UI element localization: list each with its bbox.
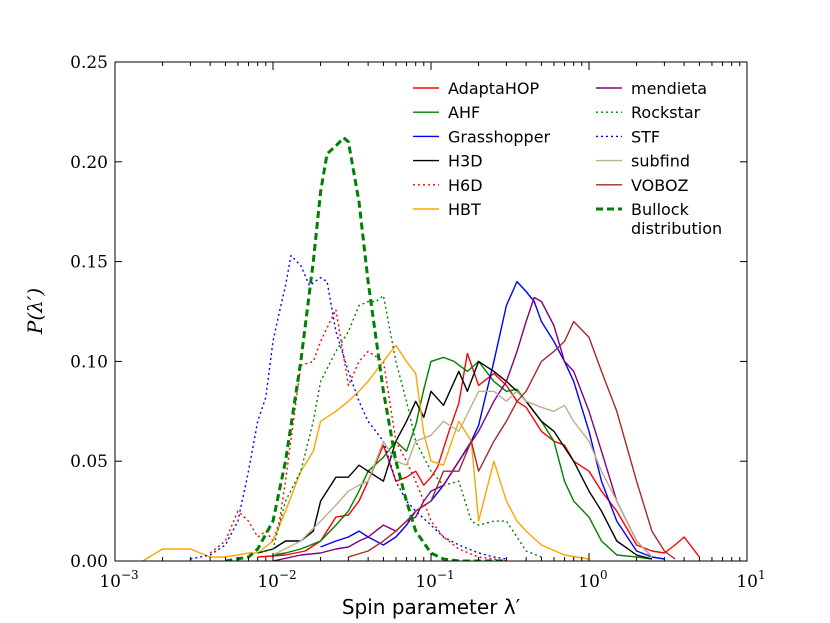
legend-label: HBT — [448, 200, 481, 219]
series-line-bullock-distribution — [225, 136, 507, 561]
y-tick-label-1: 0.05 — [70, 452, 108, 472]
series-line-voboz — [348, 320, 676, 560]
series-line-h6d — [209, 308, 507, 561]
y-tick-label-5: 0.25 — [70, 53, 108, 73]
legend-label: STF — [631, 127, 660, 146]
legend: AdaptaHOP AHF Grasshopper H3D H6D HBT mendieta… — [413, 79, 722, 238]
series-layer — [142, 136, 700, 561]
x-axis-title: Spin parameter λ′ — [342, 595, 521, 619]
legend-label: Bullock — [631, 200, 690, 219]
legend-label: Rockstar — [631, 103, 701, 122]
legend-label: mendieta — [631, 79, 707, 98]
legend-label: Grasshopper — [448, 127, 551, 146]
series-line-grasshopper — [320, 280, 665, 560]
series-line-rockstar — [257, 294, 542, 558]
legend-label: AHF — [448, 103, 480, 122]
x-tick-label-0: 10−3 — [99, 568, 138, 592]
legend-label: H6D — [448, 176, 483, 195]
y-tick-label-3: 0.15 — [70, 253, 108, 273]
series-line-stf — [190, 254, 507, 560]
series-line-hbt — [142, 344, 590, 561]
y-tick-label-2: 0.10 — [70, 352, 108, 372]
series-line-mendieta — [272, 296, 653, 561]
series-line-ahf — [272, 356, 652, 560]
legend-label: AdaptaHOP — [448, 79, 539, 98]
y-tick-label-4: 0.20 — [70, 153, 108, 173]
x-tick-label-2: 10−1 — [415, 568, 454, 592]
series-line-subfind — [272, 390, 653, 558]
legend-label: H3D — [448, 152, 483, 171]
series-line-h3d — [257, 360, 653, 560]
y-axis-title: P(λ′) — [23, 288, 47, 335]
x-tick-label-3: 100 — [578, 568, 607, 592]
x-tick-label-1: 10−2 — [257, 568, 296, 592]
legend-label: distribution — [631, 219, 722, 238]
legend-label: subfind — [631, 152, 690, 171]
y-tick-label-0: 0.00 — [70, 552, 108, 572]
tick-layer — [114, 61, 748, 562]
x-tick-label-4: 101 — [736, 568, 765, 592]
series-line-adaptahop — [257, 352, 700, 558]
legend-label: VOBOZ — [631, 176, 689, 195]
